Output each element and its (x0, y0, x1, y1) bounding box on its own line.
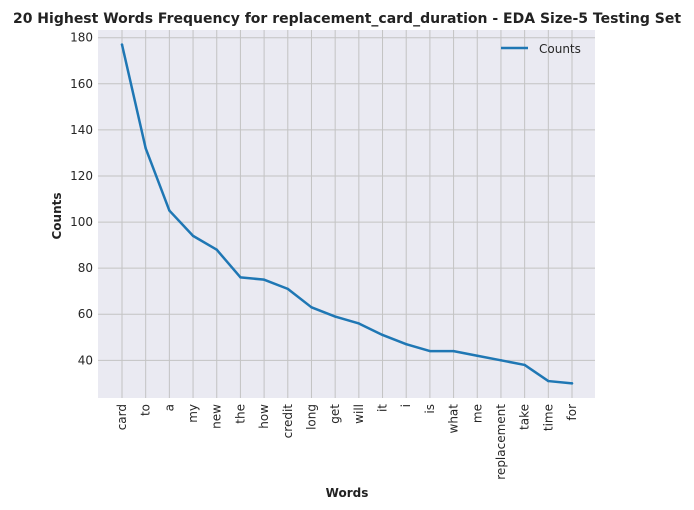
x-tick-label: to (139, 404, 153, 416)
x-tick-label: i (399, 404, 413, 407)
x-tick-label: replacement (494, 404, 508, 480)
data-point (191, 234, 195, 238)
x-tick-label: new (210, 404, 224, 429)
data-point (333, 315, 337, 318)
data-point (499, 359, 503, 362)
x-tick-label: a (162, 404, 176, 411)
x-tick-label: me (470, 404, 484, 423)
y-tick-label: 100 (70, 215, 93, 229)
x-tick-label: get (328, 404, 342, 424)
data-point (381, 333, 384, 337)
chart-title: 20 Highest Words Frequency for replaceme… (13, 11, 681, 27)
x-tick-label: credit (281, 404, 295, 439)
y-tick-label: 40 (78, 353, 93, 367)
y-tick-label: 180 (70, 31, 93, 45)
x-tick-label: the (233, 404, 247, 424)
legend: Counts (501, 42, 581, 56)
series-line-counts (120, 43, 574, 385)
data-point (405, 342, 408, 346)
data-point (286, 287, 289, 291)
data-point (215, 248, 218, 251)
y-tick-label: 140 (70, 123, 93, 137)
y-tick-label: 120 (70, 169, 93, 183)
x-tick-label: long (304, 404, 318, 430)
plot-area (98, 30, 595, 398)
data-point (452, 349, 455, 353)
grid-lines (98, 30, 595, 398)
x-tick-label: take (518, 404, 532, 430)
x-tick-label: card (115, 404, 129, 430)
data-point (144, 147, 147, 150)
x-tick-label: it (376, 404, 390, 412)
data-point (547, 379, 550, 383)
axis-ticks: 40 60 80 100 120 140 160 180 card to a my new the how c… (70, 31, 579, 480)
y-tick-label: 80 (78, 261, 93, 275)
data-point (476, 354, 479, 357)
data-point (428, 349, 432, 353)
x-tick-label: for (565, 404, 579, 421)
data-point (168, 209, 171, 212)
legend-label: Counts (539, 42, 581, 56)
data-point (262, 278, 266, 281)
series-layer (120, 43, 574, 385)
data-point (523, 363, 526, 367)
y-tick-label: 160 (70, 77, 93, 91)
data-point (120, 43, 124, 46)
y-axis-label: Counts (50, 192, 64, 239)
data-point (239, 276, 242, 279)
x-tick-label: my (186, 404, 200, 423)
data-point (357, 322, 361, 325)
x-tick-label: how (257, 404, 271, 429)
x-tick-label: time (541, 404, 555, 431)
data-point (310, 306, 313, 309)
y-tick-label: 60 (78, 307, 93, 321)
x-tick-label: will (352, 404, 366, 424)
x-axis-label: Words (326, 486, 369, 500)
data-point (570, 382, 574, 385)
x-tick-label: what (447, 404, 461, 434)
x-tick-label: is (423, 404, 437, 414)
